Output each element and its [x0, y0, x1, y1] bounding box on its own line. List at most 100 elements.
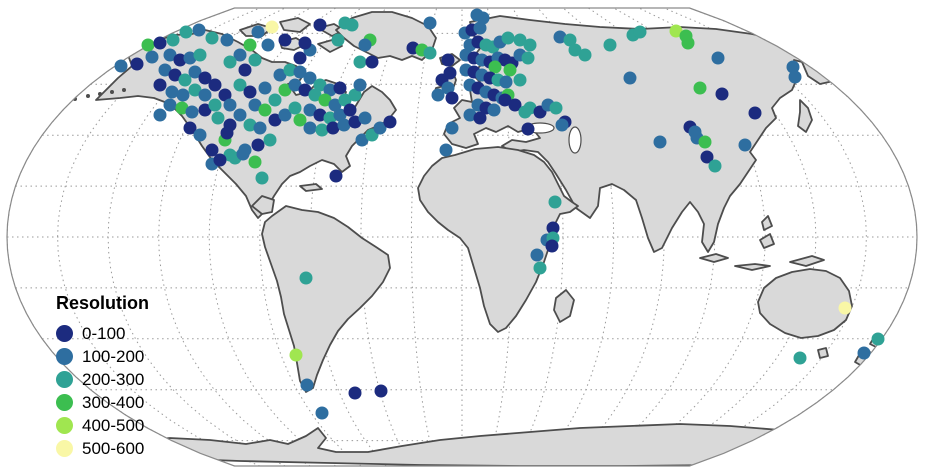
data-point-0-100: [251, 138, 265, 152]
data-point-0-100: [243, 85, 257, 99]
data-point-100-200: [303, 71, 317, 85]
data-point-0-100: [700, 150, 714, 164]
data-point-0-100: [326, 121, 340, 135]
legend-label: 200-300: [82, 370, 145, 389]
island-madagascar: [553, 289, 575, 323]
landmass-central-america: [251, 195, 275, 215]
data-point-0-100: [329, 169, 343, 183]
legend-label: 300-400: [82, 393, 145, 412]
data-point-100-200: [499, 75, 513, 89]
data-point-0-100: [545, 239, 559, 253]
legend: Resolution 0-100 100-200 200-300 300-400…: [56, 293, 149, 460]
data-point-200-300: [263, 133, 277, 147]
data-point-200-300: [708, 159, 722, 173]
data-point-200-300: [308, 88, 322, 102]
arctic-island: [279, 17, 311, 33]
data-point-0-100: [153, 36, 167, 50]
data-point-100-200: [300, 378, 314, 392]
data-point-300-400: [488, 60, 502, 74]
data-point-200-300: [166, 33, 180, 47]
data-point-100-200: [711, 51, 725, 65]
data-point-200-300: [315, 123, 329, 137]
data-point-0-100: [173, 53, 187, 67]
legend-label: 400-500: [82, 416, 145, 435]
data-point-300-400: [141, 38, 155, 52]
data-point-100-200: [355, 133, 369, 147]
data-point-100-200: [273, 68, 287, 82]
data-point-100-200: [328, 98, 342, 112]
legend-item: 400-500: [56, 414, 149, 437]
data-point-100-200: [163, 48, 177, 62]
data-point-100-200: [163, 98, 177, 112]
data-point-200-300: [353, 55, 367, 69]
data-point-0-100: [213, 153, 227, 167]
legend-title: Resolution: [56, 293, 149, 313]
data-point-200-300: [255, 171, 269, 185]
landmass-south-america: [261, 205, 391, 393]
data-point-500-600: [838, 301, 852, 315]
data-point-0-100: [168, 68, 182, 82]
data-point-200-300: [423, 46, 437, 60]
data-point-200-300: [518, 105, 532, 119]
data-points-layer: [114, 8, 885, 420]
data-point-100-200: [463, 108, 477, 122]
data-point-200-300: [243, 118, 257, 132]
data-point-400-500: [289, 348, 303, 362]
data-point-100-200: [530, 248, 544, 262]
data-point-200-300: [211, 111, 225, 125]
data-point-200-300: [323, 111, 337, 125]
data-point-500-600: [265, 20, 279, 34]
data-point-100-200: [278, 108, 292, 122]
data-point-200-300: [513, 33, 527, 47]
data-point-100-200: [353, 78, 367, 92]
data-point-0-100: [715, 87, 729, 101]
data-point-300-400: [243, 38, 257, 52]
graticule-line: [562, 7, 665, 467]
data-point-0-100: [365, 55, 379, 69]
data-point-0-100: [498, 93, 512, 107]
data-point-0-100: [313, 108, 327, 122]
aleutian-islet: [110, 90, 114, 94]
aleutian-islet: [86, 94, 90, 98]
data-point-0-100: [198, 71, 212, 85]
data-point-100-200: [439, 143, 453, 157]
data-point-200-300: [521, 51, 535, 65]
data-point-200-300: [549, 101, 563, 115]
legend-swatch-0-100: [56, 325, 73, 342]
data-point-0-100: [343, 103, 357, 117]
data-point-200-300: [513, 73, 527, 87]
data-point-200-300: [233, 78, 247, 92]
data-point-200-300: [348, 88, 362, 102]
data-point-300-400: [248, 155, 262, 169]
data-point-0-100: [383, 115, 397, 129]
data-point-100-200: [198, 88, 212, 102]
legend-swatch-400-500: [56, 417, 73, 434]
data-point-100-200: [473, 21, 487, 35]
data-point-0-100: [508, 98, 522, 112]
data-point-200-300: [345, 18, 359, 32]
data-point-200-300: [188, 83, 202, 97]
data-point-100-200: [220, 33, 234, 47]
data-point-100-200: [423, 16, 437, 30]
data-point-300-400: [503, 63, 517, 77]
data-point-100-200: [337, 118, 351, 132]
data-point-300-400: [698, 135, 712, 149]
data-point-100-200: [553, 30, 567, 44]
data-point-0-100: [313, 18, 327, 32]
data-point-200-300: [193, 48, 207, 62]
graticule-line: [309, 7, 387, 467]
data-point-100-200: [188, 65, 202, 79]
data-point-0-100: [374, 384, 388, 398]
legend-label: 0-100: [82, 324, 126, 343]
data-point-100-200: [323, 83, 337, 97]
data-point-200-300: [223, 55, 237, 69]
data-point-100-200: [487, 103, 501, 117]
data-point-100-200: [333, 108, 347, 122]
data-point-200-300: [533, 261, 547, 275]
data-point-200-300: [299, 271, 313, 285]
data-point-100-200: [193, 128, 207, 142]
legend-item: 200-300: [56, 368, 149, 391]
caspian-sea: [568, 126, 582, 154]
